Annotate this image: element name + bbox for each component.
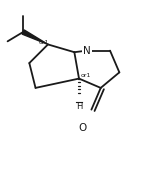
Text: N: N xyxy=(83,46,91,56)
Text: or1: or1 xyxy=(81,73,91,78)
Text: H: H xyxy=(76,102,82,111)
Text: or1: or1 xyxy=(39,40,49,45)
Polygon shape xyxy=(22,30,48,44)
Text: O: O xyxy=(78,123,86,133)
